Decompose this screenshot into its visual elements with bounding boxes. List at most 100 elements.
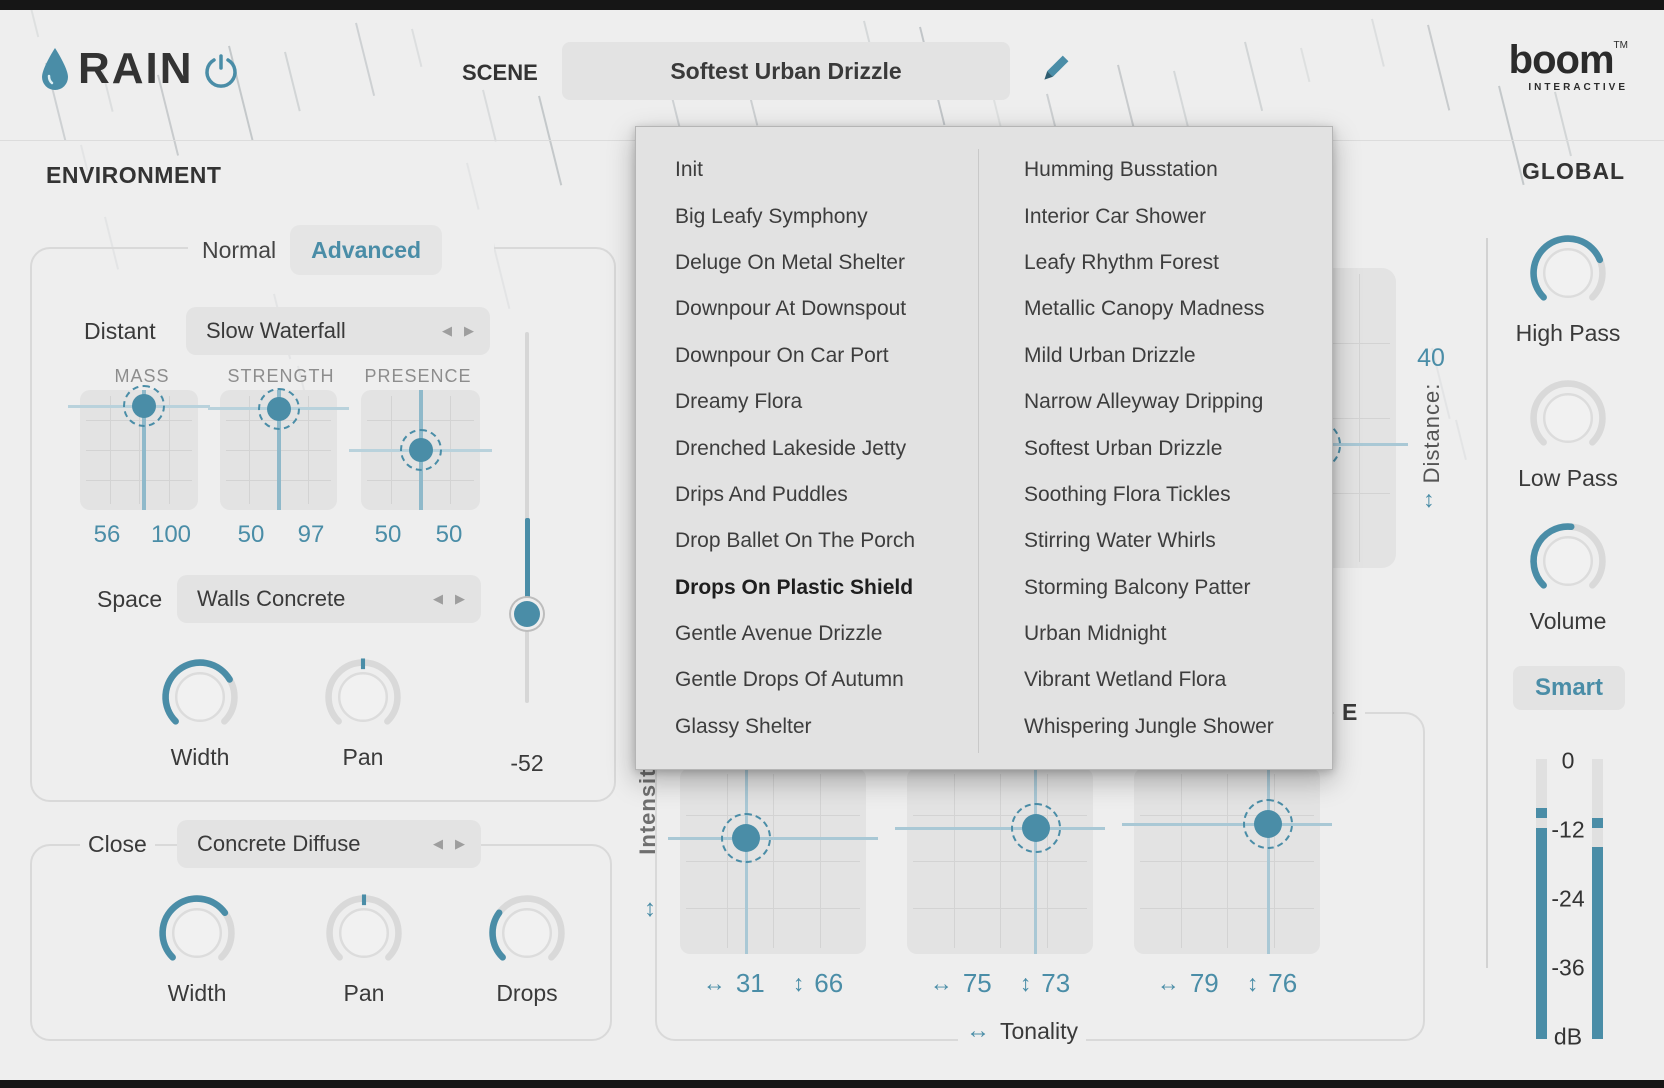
next-arrow-icon[interactable]: ▶ — [455, 591, 465, 606]
prev-arrow-icon[interactable]: ◀ — [433, 836, 443, 851]
layer-pad-value-row: ↔ 79 ↕ 76 — [1117, 968, 1337, 999]
distance-label: Distance: — [1419, 382, 1444, 484]
meter-tick-label: -36 — [1551, 954, 1585, 981]
axis-arrow-icon: ↔ — [702, 970, 726, 996]
scene-menu-item[interactable]: Urban Midnight — [1024, 622, 1167, 646]
distant-slider-thumb[interactable] — [514, 600, 540, 627]
prev-arrow-icon[interactable]: ◀ — [442, 323, 452, 338]
scene-menu-item[interactable]: Vibrant Wetland Flora — [1024, 668, 1227, 692]
scene-menu-item[interactable]: Glassy Shelter — [675, 714, 812, 738]
distant-width-knob[interactable]: Width — [159, 656, 241, 771]
layer3-xy-pad[interactable] — [1122, 734, 1332, 954]
power-button[interactable] — [203, 53, 239, 89]
env-pad-value: 100 — [150, 521, 192, 548]
mass-xy-pad[interactable] — [68, 385, 210, 510]
scene-menu-item[interactable]: Mild Urban Drizzle — [1024, 343, 1196, 367]
tab-normal[interactable]: Normal — [202, 236, 277, 263]
db-meter: 0 -12 -24 -36 dB — [1532, 748, 1614, 1050]
top-black-bar — [0, 0, 1664, 10]
environment-title: ENVIRONMENT — [46, 162, 222, 188]
env-pad-value: 50 — [435, 521, 463, 548]
layer-pad-value: 66 — [814, 968, 844, 998]
water-drop-icon — [42, 48, 68, 90]
layer-pad-value: 79 — [1189, 968, 1219, 998]
space-preset-value: Walls Concrete — [197, 586, 346, 611]
lowpass-knob[interactable]: Low Pass — [1518, 377, 1618, 492]
meter-unit-label: dB — [1553, 1023, 1583, 1050]
distant-preset-selector[interactable]: Slow Waterfall ◀ ▶ — [186, 307, 490, 355]
layer2-xy-pad[interactable] — [895, 734, 1105, 954]
close-preset-selector[interactable]: Concrete Diffuse ◀ ▶ — [177, 820, 481, 868]
close-width-knob[interactable]: Width — [156, 892, 238, 1007]
highpass-knob[interactable]: High Pass — [1516, 232, 1620, 347]
axis-arrow-icon: ↔ — [929, 970, 953, 996]
scene-menu-item[interactable]: Metallic Canopy Madness — [1024, 297, 1265, 321]
mass-pad-label: MASS — [114, 366, 170, 386]
smart-button[interactable]: Smart — [1513, 666, 1625, 710]
scene-label: SCENE — [462, 60, 538, 85]
strength-xy-pad[interactable] — [208, 387, 349, 510]
meter-bar — [1536, 759, 1547, 1039]
tonality-legend: ↔ Tonality — [958, 1016, 1086, 1046]
close-drops-knob[interactable]: Drops — [486, 892, 568, 1007]
scene-menu-item[interactable]: Drips And Puddles — [675, 482, 848, 506]
scene-menu-item[interactable]: Narrow Alleyway Dripping — [1024, 390, 1264, 414]
next-arrow-icon[interactable]: ▶ — [455, 836, 465, 851]
close-preset-value: Concrete Diffuse — [197, 831, 361, 856]
meter-tick-label: -12 — [1551, 816, 1585, 843]
next-arrow-icon[interactable]: ▶ — [464, 323, 474, 338]
scene-menu-item[interactable]: Interior Car Shower — [1024, 204, 1207, 228]
layers-legend-fragment: E — [1334, 698, 1366, 726]
scene-menu-item[interactable]: Drops On Plastic Shield — [675, 575, 914, 599]
knob-label: High Pass — [1515, 320, 1621, 346]
scene-menu-item[interactable]: Stirring Water Whirls — [1024, 529, 1216, 553]
scene-menu-item[interactable]: Downpour At Downspout — [675, 297, 907, 321]
space-preset-selector[interactable]: Walls Concrete ◀ ▶ — [177, 575, 481, 623]
menu-column-divider — [978, 149, 979, 753]
scene-preset-menu: Init Big Leafy Symphony Deluge On Metal Sh… — [635, 126, 1333, 770]
layer1-xy-pad[interactable] — [668, 734, 878, 954]
scene-menu-item[interactable]: Gentle Drops Of Autumn — [675, 668, 904, 692]
scene-menu-item[interactable]: Softest Urban Drizzle — [1024, 436, 1223, 460]
scene-menu-item[interactable]: Gentle Avenue Drizzle — [675, 622, 883, 646]
intensity-arrow-icon: ↕ — [644, 895, 656, 922]
brand-name: boom — [1508, 38, 1615, 82]
axis-arrow-icon: ↔ — [1156, 970, 1180, 996]
presence-xy-pad[interactable] — [349, 390, 492, 510]
edit-pencil-icon[interactable] — [1036, 50, 1074, 88]
scene-menu-item[interactable]: Leafy Rhythm Forest — [1024, 250, 1219, 274]
scene-menu-item[interactable]: Humming Busstation — [1024, 158, 1218, 182]
scene-menu-item[interactable]: Drop Ballet On The Porch — [675, 529, 916, 553]
scene-menu-item[interactable]: Whispering Jungle Shower — [1024, 714, 1274, 738]
axis-arrow-icon: ↕ — [1019, 970, 1032, 996]
distance-value: 40 — [1417, 344, 1445, 372]
scene-menu-item[interactable]: Storming Balcony Patter — [1024, 575, 1251, 599]
layer-pad-value: 75 — [962, 968, 992, 998]
distant-pan-knob[interactable]: Pan — [322, 656, 404, 771]
scene-menu-item[interactable]: Big Leafy Symphony — [675, 204, 868, 228]
volume-knob[interactable]: Volume — [1527, 520, 1609, 635]
scene-menu-column-2: Humming Busstation Interior Car Shower Lea… — [1024, 147, 1274, 750]
scene-menu-item[interactable]: Soothing Flora Tickles — [1024, 482, 1231, 506]
scene-menu-item[interactable]: Deluge On Metal Shelter — [675, 250, 905, 274]
layer-pad-value: 76 — [1268, 968, 1298, 998]
scene-menu-item[interactable]: Dreamy Flora — [675, 390, 803, 414]
close-pan-knob[interactable]: Pan — [323, 892, 405, 1007]
prev-arrow-icon[interactable]: ◀ — [433, 591, 443, 606]
tonality-arrow-icon: ↔ — [966, 1017, 990, 1044]
distant-label: Distant — [84, 318, 156, 344]
tonality-label: Tonality — [1000, 1017, 1078, 1044]
scene-menu-item[interactable]: Downpour On Car Port — [675, 343, 889, 367]
knob-label: Pan — [342, 744, 384, 770]
knob-label: Width — [170, 744, 230, 770]
tab-advanced[interactable]: Advanced — [290, 225, 443, 275]
scene-menu-item[interactable]: Drenched Lakeside Jetty — [675, 436, 907, 460]
layer-pad-value: 73 — [1041, 968, 1071, 998]
brand-tm: TM — [1613, 40, 1628, 51]
env-pad-value: 56 — [93, 521, 121, 548]
global-title: GLOBAL — [1522, 158, 1626, 184]
brand-logo: boomTM INTERACTIVE — [1509, 40, 1628, 93]
scene-menu-item[interactable]: Init — [675, 158, 704, 182]
scene-selector[interactable]: Softest Urban Drizzle — [562, 42, 1010, 100]
close-label: Close — [80, 830, 155, 858]
